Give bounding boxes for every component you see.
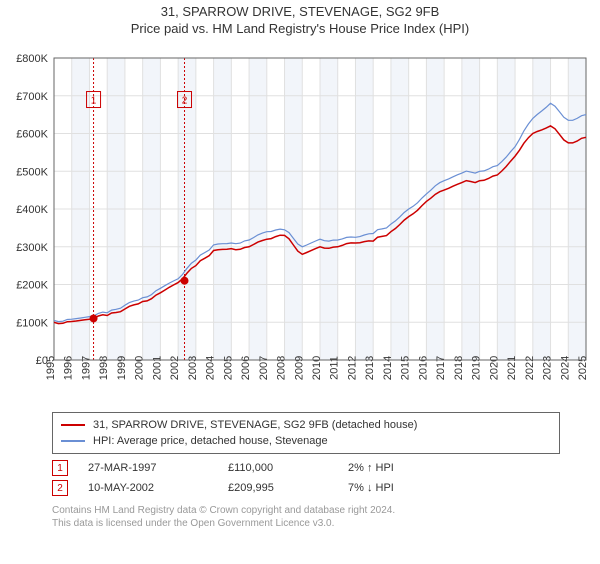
y-tick-label: £600K (16, 129, 48, 141)
sale-badge: 1 (52, 460, 68, 476)
x-tick-label: 2015 (400, 356, 412, 380)
legend-item: HPI: Average price, detached house, Stev… (61, 433, 551, 449)
x-tick-label: 2001 (151, 356, 163, 380)
sale-row: 1 27-MAR-1997 £110,000 2% ↑ HPI (52, 458, 560, 478)
x-tick-label: 2014 (382, 356, 394, 380)
sale-price: £110,000 (228, 462, 328, 474)
x-tick-label: 2002 (169, 356, 181, 380)
y-tick-label: £300K (16, 242, 48, 254)
y-tick-label: £0 (36, 355, 48, 367)
x-tick-label: 2022 (524, 356, 536, 380)
x-tick-label: 2008 (276, 356, 288, 380)
x-tick-label: 2003 (187, 356, 199, 380)
x-tick-label: 2010 (311, 356, 323, 380)
title-subtitle: Price paid vs. HM Land Registry's House … (0, 21, 600, 36)
title-address: 31, SPARROW DRIVE, STEVENAGE, SG2 9FB (0, 4, 600, 19)
y-tick-label: £500K (16, 166, 48, 178)
legend: 31, SPARROW DRIVE, STEVENAGE, SG2 9FB (d… (52, 412, 560, 454)
footer-line2: This data is licensed under the Open Gov… (52, 517, 560, 530)
y-tick-label: £700K (16, 91, 48, 103)
x-tick-label: 2019 (471, 356, 483, 380)
footer-line1: Contains HM Land Registry data © Crown c… (52, 504, 560, 517)
sale-delta: 7% ↓ HPI (348, 482, 394, 494)
x-tick-label: 2013 (364, 356, 376, 380)
x-tick-label: 1997 (80, 356, 92, 380)
chart-titles: 31, SPARROW DRIVE, STEVENAGE, SG2 9FB Pr… (0, 4, 600, 36)
x-tick-label: 2007 (258, 356, 270, 380)
price-chart: 1995199619971998199920002001200220032004… (0, 46, 600, 418)
x-tick-label: 2012 (346, 356, 358, 380)
x-tick-label: 2023 (542, 356, 554, 380)
x-tick-label: 2009 (293, 356, 305, 380)
sale-row: 2 10-MAY-2002 £209,995 7% ↓ HPI (52, 478, 560, 498)
legend-swatch (61, 424, 85, 426)
sale-date: 10-MAY-2002 (88, 482, 208, 494)
y-tick-label: £400K (16, 204, 48, 216)
sale-marker-flag: 1 (91, 96, 97, 107)
x-tick-label: 1996 (63, 356, 75, 380)
legend-item: 31, SPARROW DRIVE, STEVENAGE, SG2 9FB (d… (61, 417, 551, 433)
x-tick-label: 2020 (488, 356, 500, 380)
legend-label: HPI: Average price, detached house, Stev… (93, 435, 328, 447)
legend-swatch (61, 440, 85, 442)
x-tick-label: 2025 (577, 356, 589, 380)
y-tick-label: £200K (16, 280, 48, 292)
x-tick-label: 2005 (222, 356, 234, 380)
sale-date: 27-MAR-1997 (88, 462, 208, 474)
x-tick-label: 2017 (435, 356, 447, 380)
y-tick-label: £100K (16, 317, 48, 329)
x-tick-label: 2004 (205, 356, 217, 380)
footer-attribution: Contains HM Land Registry data © Crown c… (52, 504, 560, 530)
legend-label: 31, SPARROW DRIVE, STEVENAGE, SG2 9FB (d… (93, 419, 417, 431)
sale-marker-flag: 2 (182, 96, 188, 107)
x-tick-label: 2006 (240, 356, 252, 380)
x-tick-label: 1998 (98, 356, 110, 380)
sale-price: £209,995 (228, 482, 328, 494)
sale-badge: 2 (52, 480, 68, 496)
x-tick-label: 2018 (453, 356, 465, 380)
x-tick-label: 2016 (417, 356, 429, 380)
y-tick-label: £800K (16, 53, 48, 65)
x-tick-label: 1999 (116, 356, 128, 380)
x-tick-label: 2000 (134, 356, 146, 380)
x-tick-label: 2024 (559, 356, 571, 380)
sale-table: 1 27-MAR-1997 £110,000 2% ↑ HPI 2 10-MAY-2002… (52, 458, 560, 498)
chart-container: 1995199619971998199920002001200220032004… (0, 46, 560, 406)
x-tick-label: 2021 (506, 356, 518, 380)
sale-delta: 2% ↑ HPI (348, 462, 394, 474)
